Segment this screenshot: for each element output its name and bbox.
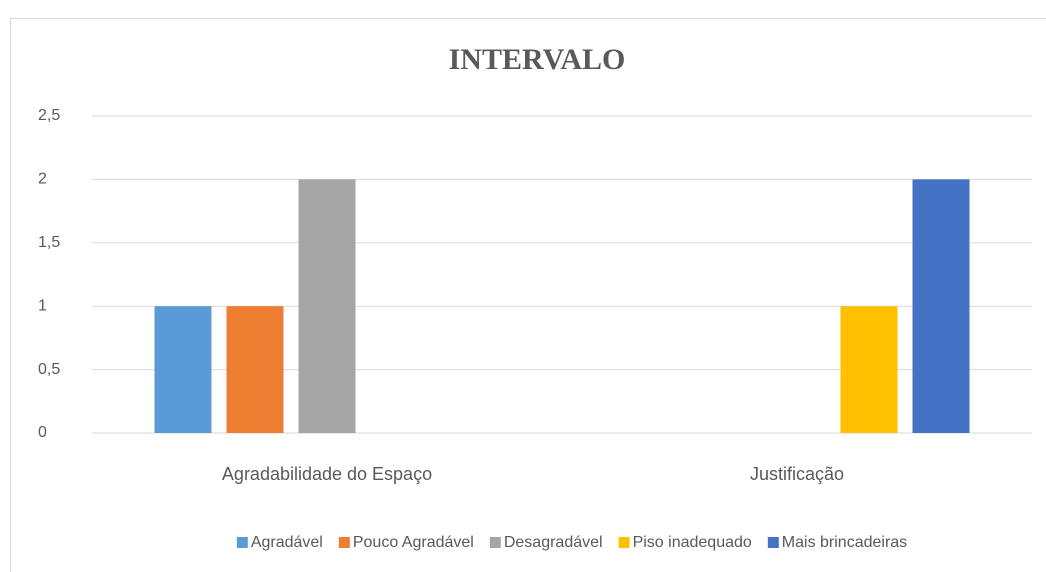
legend-swatch — [618, 537, 630, 548]
y-tick-label: 2,5 — [38, 107, 60, 124]
y-tick-label: 1,5 — [38, 234, 60, 251]
bar — [298, 179, 356, 433]
legend-label: Pouco Agradável — [353, 534, 474, 551]
y-tick-label: 0 — [38, 424, 47, 441]
legend-swatch — [767, 537, 779, 548]
bar — [840, 306, 898, 433]
chart-title: INTERVALO — [449, 43, 626, 76]
bar — [154, 306, 212, 433]
legend-label: Piso inadequado — [633, 534, 752, 551]
legend-label: Desagradável — [504, 534, 603, 551]
x-tick-label: Agradabilidade do Espaço — [222, 464, 432, 484]
legend-label: Agradável — [251, 534, 323, 551]
x-tick-label: Justificação — [750, 464, 844, 484]
y-tick-label: 1 — [38, 297, 47, 314]
chart-border — [10, 18, 1046, 572]
legend-swatch — [236, 537, 248, 548]
bar — [226, 306, 284, 433]
legend-swatch — [489, 537, 501, 548]
bar — [912, 179, 970, 433]
y-tick-label: 2 — [38, 171, 47, 188]
y-tick-label: 0,5 — [38, 361, 60, 378]
legend-swatch — [338, 537, 350, 548]
legend-label: Mais brincadeiras — [782, 534, 907, 551]
